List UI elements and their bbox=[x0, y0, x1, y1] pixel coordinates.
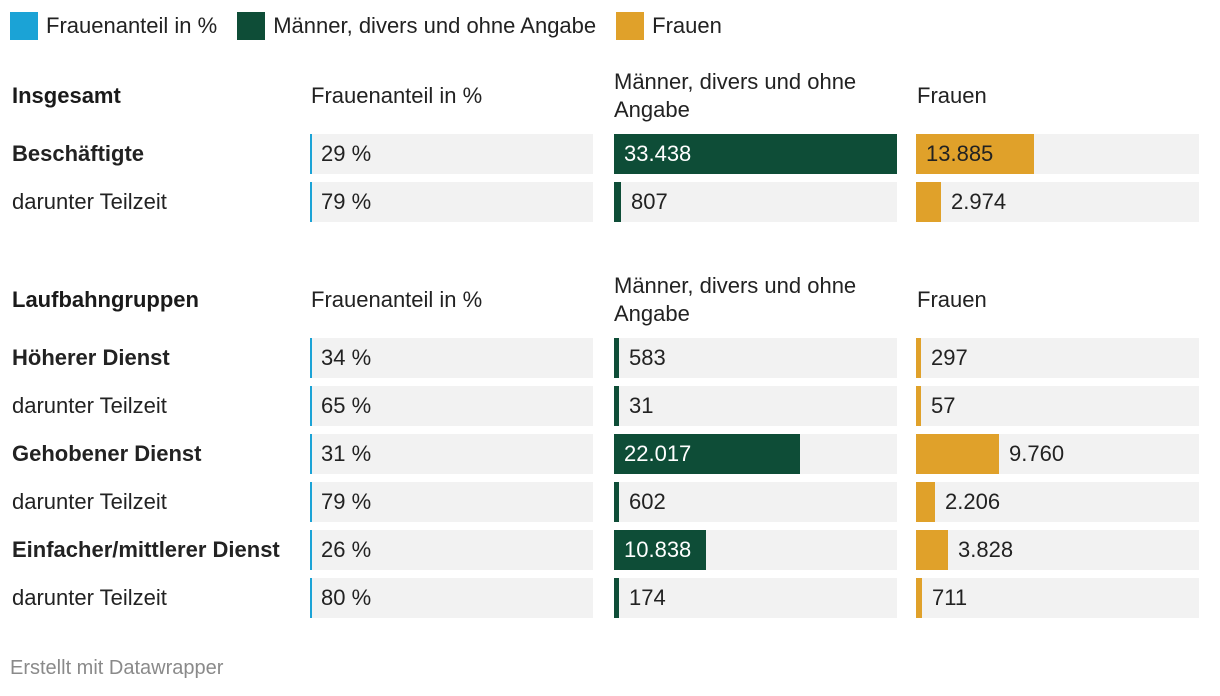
men-value: 33.438 bbox=[624, 141, 692, 166]
women-cell: 2.206 bbox=[916, 482, 1199, 522]
men-bar bbox=[614, 530, 706, 570]
share-cell: 34 % bbox=[310, 338, 593, 378]
men-value: 583 bbox=[629, 345, 666, 370]
column-header: Frauenanteil in % bbox=[311, 83, 483, 108]
share-cell: 80 % bbox=[310, 578, 593, 618]
women-cell: 2.974 bbox=[916, 182, 1199, 222]
section-title: Laufbahngruppen bbox=[12, 287, 199, 312]
share-value: 79 % bbox=[321, 189, 372, 214]
men-value: 31 bbox=[629, 393, 654, 418]
legend-swatch-women bbox=[616, 12, 645, 40]
men-bar bbox=[614, 386, 619, 426]
legend-swatch-share bbox=[10, 12, 38, 40]
men-cell: 33.438 bbox=[614, 134, 897, 174]
women-bar bbox=[916, 578, 922, 618]
row-label: darunter Teilzeit bbox=[12, 489, 167, 514]
men-bar bbox=[614, 134, 897, 174]
women-cell: 711 bbox=[916, 578, 1199, 618]
footer-credit: Erstellt mit Datawrapper bbox=[10, 657, 224, 679]
men-value: 602 bbox=[629, 489, 666, 514]
women-cell: 57 bbox=[916, 386, 1199, 426]
share-value: 31 % bbox=[321, 441, 372, 466]
legend: Frauenanteil in % Männer, divers und ohn… bbox=[10, 12, 742, 40]
women-value: 297 bbox=[931, 345, 968, 370]
column-header: Frauen bbox=[917, 83, 987, 108]
women-value: 57 bbox=[931, 393, 956, 418]
men-cell: 807 bbox=[614, 182, 897, 222]
women-cell: 297 bbox=[916, 338, 1199, 378]
women-cell: 13.885 bbox=[916, 134, 1199, 174]
men-bar bbox=[614, 578, 619, 618]
row-label: darunter Teilzeit bbox=[12, 585, 167, 610]
share-cell: 65 % bbox=[310, 386, 593, 426]
row-label: Beschäftigte bbox=[12, 141, 145, 166]
share-cell: 26 % bbox=[310, 530, 593, 570]
men-value: 807 bbox=[631, 189, 668, 214]
women-value: 3.828 bbox=[958, 537, 1014, 562]
legend-item-men: Männer, divers und ohne Angabe bbox=[237, 12, 596, 40]
share-value: 29 % bbox=[321, 141, 372, 166]
share-marker bbox=[310, 434, 312, 474]
women-value: 2.206 bbox=[945, 489, 1001, 514]
share-marker bbox=[310, 578, 312, 618]
women-bar bbox=[916, 338, 921, 378]
men-bar bbox=[614, 482, 619, 522]
women-bar bbox=[916, 482, 935, 522]
women-value: 9.760 bbox=[1009, 441, 1065, 466]
section-title: Insgesamt bbox=[12, 83, 121, 108]
column-header: Frauen bbox=[917, 287, 987, 312]
women-bar bbox=[916, 134, 1034, 174]
men-cell: 10.838 bbox=[614, 530, 897, 570]
share-value: 65 % bbox=[321, 393, 372, 418]
column-header: Männer, divers und ohne Angabe bbox=[614, 69, 857, 122]
women-value: 2.974 bbox=[951, 189, 1007, 214]
women-cell: 9.760 bbox=[916, 434, 1199, 474]
column-header: Männer, divers und ohne Angabe bbox=[614, 273, 857, 326]
women-bar bbox=[916, 530, 948, 570]
share-marker bbox=[310, 482, 312, 522]
men-cell: 583 bbox=[614, 338, 897, 378]
share-marker bbox=[310, 338, 312, 378]
row-label: darunter Teilzeit bbox=[12, 393, 167, 418]
women-bar bbox=[916, 182, 941, 222]
share-cell: 31 % bbox=[310, 434, 593, 474]
legend-label-share: Frauenanteil in % bbox=[46, 13, 218, 38]
men-cell: 31 bbox=[614, 386, 897, 426]
share-value: 79 % bbox=[321, 489, 372, 514]
column-header: Frauenanteil in % bbox=[311, 287, 483, 312]
men-value: 174 bbox=[629, 585, 666, 610]
share-cell: 79 % bbox=[310, 182, 593, 222]
row-label: Gehobener Dienst bbox=[12, 441, 202, 466]
share-value: 34 % bbox=[321, 345, 372, 370]
men-bar bbox=[614, 182, 621, 222]
men-bar bbox=[614, 434, 800, 474]
men-value: 10.838 bbox=[624, 537, 692, 562]
share-cell: 79 % bbox=[310, 482, 593, 522]
share-marker bbox=[310, 134, 312, 174]
row-label: Höherer Dienst bbox=[12, 345, 170, 370]
men-cell: 602 bbox=[614, 482, 897, 522]
legend-label-women: Frauen bbox=[652, 13, 722, 38]
share-value: 26 % bbox=[321, 537, 372, 562]
men-value: 22.017 bbox=[624, 441, 692, 466]
share-marker bbox=[310, 182, 312, 222]
share-value: 80 % bbox=[321, 585, 372, 610]
men-cell: 174 bbox=[614, 578, 897, 618]
legend-swatch-men bbox=[237, 12, 266, 40]
row-label: darunter Teilzeit bbox=[12, 189, 167, 214]
women-bar bbox=[916, 434, 999, 474]
legend-label-men: Männer, divers und ohne Angabe bbox=[273, 13, 597, 38]
women-value: 13.885 bbox=[926, 141, 994, 166]
men-cell: 22.017 bbox=[614, 434, 897, 474]
row-label: Einfacher/mittlerer Dienst bbox=[12, 537, 280, 562]
women-bar bbox=[916, 386, 921, 426]
legend-item-share: Frauenanteil in % bbox=[10, 12, 217, 40]
men-bar bbox=[614, 338, 619, 378]
legend-item-women: Frauen bbox=[616, 12, 722, 40]
share-cell: 29 % bbox=[310, 134, 593, 174]
share-marker bbox=[310, 386, 312, 426]
share-marker bbox=[310, 530, 312, 570]
women-cell: 3.828 bbox=[916, 530, 1199, 570]
women-value: 711 bbox=[932, 585, 968, 610]
